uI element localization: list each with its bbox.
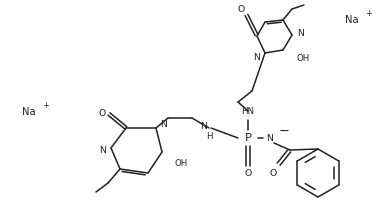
Text: N: N [160,119,167,128]
Text: O: O [237,5,245,15]
Text: N: N [99,145,106,155]
Text: N: N [200,121,207,131]
Text: H: H [206,131,212,140]
Text: OH: OH [297,53,310,63]
Text: Na: Na [22,107,36,117]
Text: O: O [244,169,252,177]
Text: O: O [269,169,277,177]
Text: N: N [253,53,260,61]
Text: +: + [365,9,371,17]
Text: +: + [42,100,49,109]
Text: O: O [98,109,106,118]
Text: −: − [279,124,290,138]
Text: OH: OH [175,158,188,167]
Text: N: N [297,29,304,37]
Text: N: N [266,133,273,143]
Text: Na: Na [345,15,359,25]
Text: HN: HN [242,107,254,116]
Text: P: P [245,133,251,143]
